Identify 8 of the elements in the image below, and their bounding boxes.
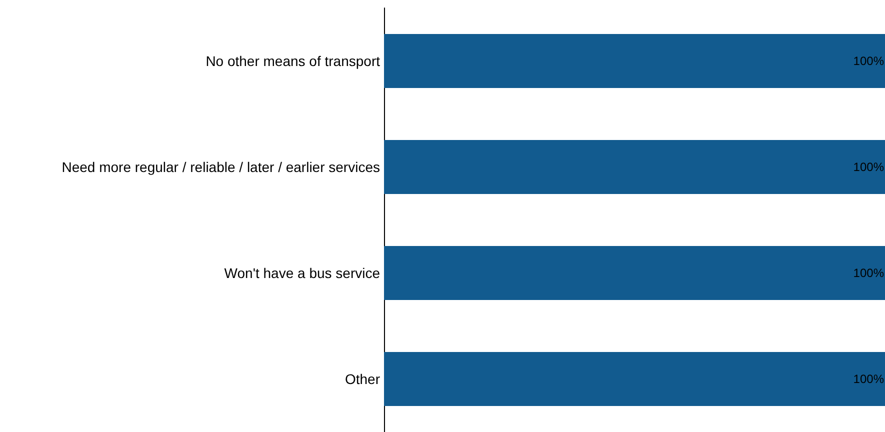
data-label: 100%	[853, 54, 884, 68]
data-label: 100%	[853, 372, 884, 386]
y-tick-label: Need more regular / reliable / later / earlier services	[62, 159, 380, 175]
y-tick-label: Other	[344, 371, 380, 387]
y-tick-label: Won't have a bus service	[224, 265, 380, 281]
data-label: 100%	[853, 160, 884, 174]
y-tick-label: No other means of transport	[206, 53, 380, 69]
data-label: 100%	[853, 266, 884, 280]
